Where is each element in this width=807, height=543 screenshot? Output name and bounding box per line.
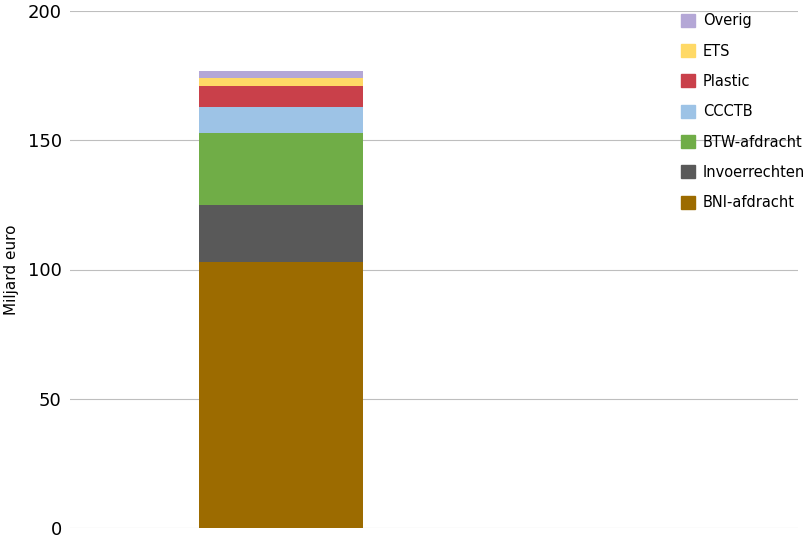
Legend: Overig, ETS, Plastic, CCCTB, BTW-afdracht, Invoerrechten, BNI-afdracht: Overig, ETS, Plastic, CCCTB, BTW-afdrach…: [681, 13, 805, 210]
Bar: [199, 107, 363, 132]
Bar: [199, 205, 363, 262]
Y-axis label: Miljard euro: Miljard euro: [4, 224, 19, 315]
Bar: [199, 86, 363, 107]
Bar: [199, 132, 363, 205]
Bar: [199, 262, 363, 528]
Bar: [199, 78, 363, 86]
Bar: [199, 71, 363, 78]
